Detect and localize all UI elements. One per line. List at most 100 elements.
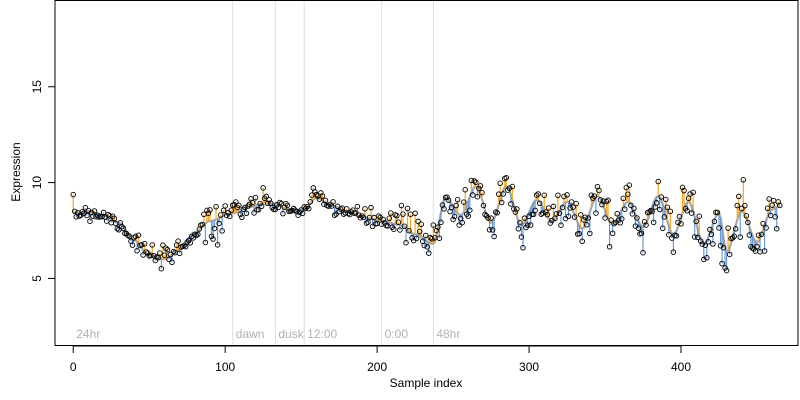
y-tick-label: 5 [30, 275, 44, 282]
data-point [354, 203, 361, 210]
data-point [395, 219, 402, 225]
data-point [500, 191, 506, 197]
data-point [691, 234, 698, 240]
data-point [559, 204, 566, 211]
data-point [283, 200, 289, 207]
data-point [441, 206, 447, 212]
data-point [514, 206, 520, 212]
data-point [226, 213, 233, 220]
y-tick-label: 15 [30, 80, 44, 94]
data-point [176, 250, 183, 257]
data-point [498, 199, 505, 206]
data-point [626, 182, 633, 188]
data-point [506, 185, 513, 191]
segment-label: 24hr [76, 327, 100, 341]
data-point [316, 196, 323, 202]
data-point [772, 214, 778, 220]
data-point [643, 222, 649, 228]
data-point [596, 187, 602, 194]
data-point [264, 200, 271, 207]
data-point [769, 202, 775, 208]
data-point [453, 202, 459, 209]
data-point [386, 215, 393, 222]
data-point [302, 205, 309, 212]
data-point [448, 204, 455, 211]
x-tick-label: 200 [367, 360, 387, 374]
data-point [681, 187, 687, 194]
data-point [365, 219, 371, 225]
data-point [729, 235, 736, 241]
data-point [618, 216, 625, 222]
data-point [161, 252, 168, 258]
data-point [625, 191, 631, 197]
segment-label: 12:00 [307, 327, 337, 341]
data-point [134, 247, 140, 254]
data-point [585, 215, 592, 221]
data-point [301, 204, 307, 210]
y-axis: 5 10 15 [30, 80, 56, 282]
data-point [388, 210, 394, 216]
data-point [312, 189, 318, 195]
data-point [515, 226, 522, 232]
data-point [777, 202, 783, 209]
data-point [147, 252, 154, 259]
data-point [638, 230, 645, 236]
data-point [508, 201, 514, 207]
data-point [565, 213, 572, 220]
data-point [631, 205, 637, 212]
data-point [138, 242, 145, 248]
data-point [694, 234, 701, 241]
data-point [313, 191, 320, 198]
data-point [381, 220, 388, 226]
data-point [280, 210, 286, 217]
data-point [400, 211, 406, 217]
data-point [436, 235, 443, 241]
data-point [219, 228, 225, 234]
data-point [406, 227, 412, 234]
data-point [151, 252, 157, 259]
data-point [403, 239, 409, 246]
data-point [593, 210, 599, 216]
data-point [568, 199, 575, 205]
data-point [520, 245, 526, 251]
data-point [307, 199, 314, 205]
data-point [223, 212, 230, 219]
data-point [603, 198, 610, 205]
data-point [602, 215, 608, 221]
y-tick-label: 10 [30, 176, 44, 190]
data-point [160, 242, 166, 248]
data-point [535, 191, 541, 197]
data-point [699, 241, 706, 247]
data-point [708, 231, 715, 238]
data-point [650, 219, 657, 226]
data-point [701, 256, 707, 263]
data-point [658, 194, 665, 200]
data-point [688, 210, 695, 216]
data-point [766, 196, 772, 202]
data-point [720, 244, 727, 251]
data-point [204, 207, 210, 214]
data-point [664, 204, 671, 210]
data-point [754, 243, 760, 250]
data-point [327, 201, 333, 208]
data-point [667, 208, 674, 215]
data-point [152, 257, 159, 264]
data-point [330, 199, 336, 205]
data-point [100, 209, 107, 216]
data-point [103, 218, 110, 224]
segment-annotations: 24hr dawn dusk 12:00 0:00 48hr [76, 327, 460, 341]
data-point [605, 197, 611, 203]
data-point [468, 177, 475, 184]
data-point [236, 202, 242, 209]
data-point [217, 212, 224, 218]
data-point [544, 211, 551, 218]
data-point [401, 223, 408, 230]
data-point [550, 203, 557, 210]
data-point [187, 240, 193, 246]
data-point [251, 210, 257, 216]
data-point [655, 178, 661, 185]
data-point [653, 200, 660, 206]
data-point [249, 199, 256, 206]
data-point [725, 225, 731, 231]
